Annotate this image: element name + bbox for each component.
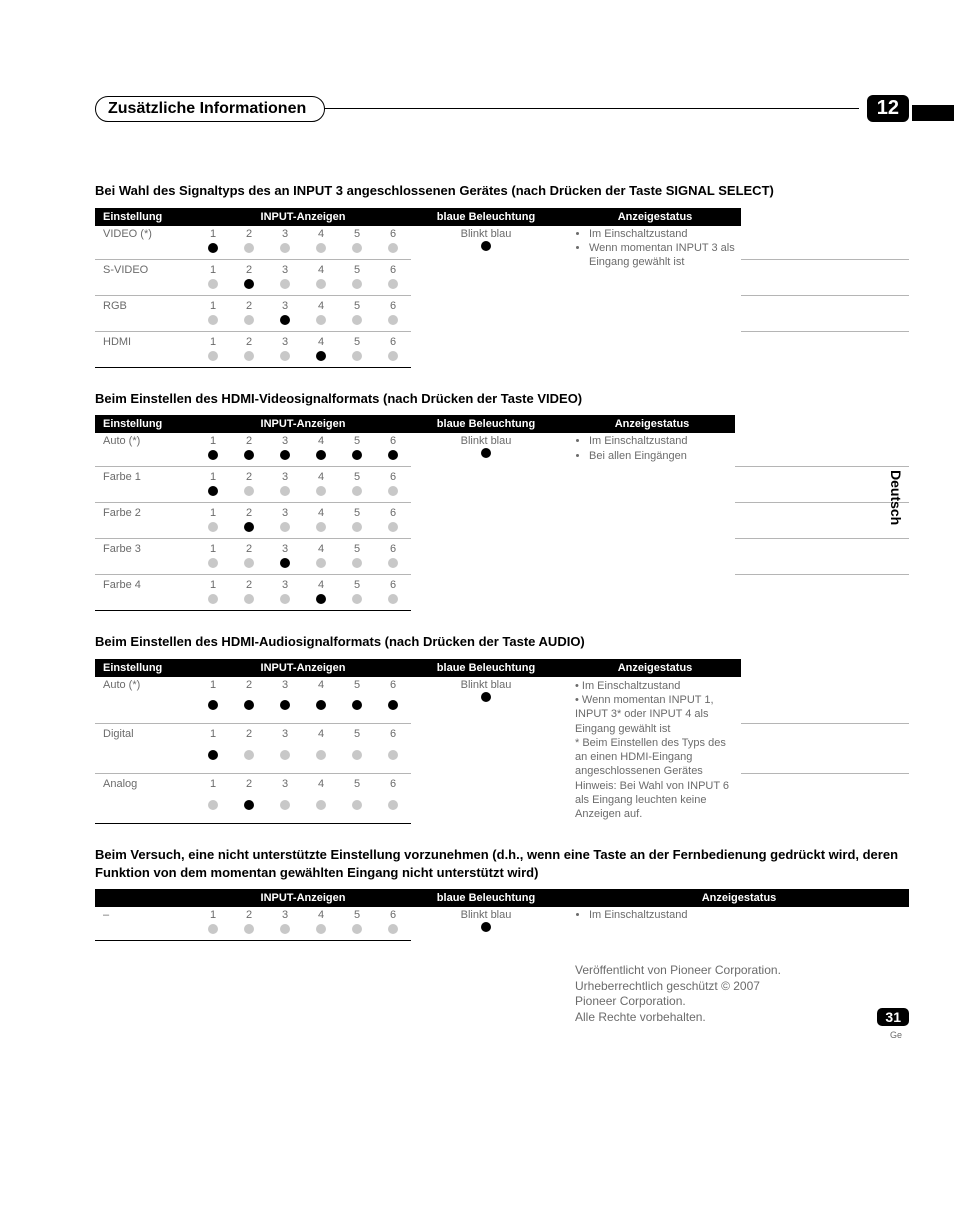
section4-heading: Beim Versuch, eine nicht unterstützte Ei… — [95, 846, 909, 881]
title-rule — [317, 108, 859, 110]
page-content: Zusätzliche Informationen 12 Bei Wahl de… — [0, 0, 954, 1066]
section1-heading: Bei Wahl des Signaltyps des an INPUT 3 a… — [95, 182, 909, 200]
language-side-label: Deutsch — [888, 470, 904, 525]
section3-table: Einstellung INPUT-Anzeigen blaue Beleuch… — [95, 659, 909, 824]
section2-heading: Beim Einstellen des HDMI-Videosignalform… — [95, 390, 909, 408]
chapter-header: Zusätzliche Informationen 12 — [95, 95, 909, 122]
section4-table: INPUT-Anzeigen blaue Beleuchtung Anzeige… — [95, 889, 909, 941]
page-lang: Ge — [890, 1030, 902, 1040]
chapter-number: 12 — [867, 95, 909, 122]
chapter-title: Zusätzliche Informationen — [95, 96, 325, 122]
section1-table: Einstellung INPUT-Anzeigen blaue Beleuch… — [95, 208, 909, 368]
section2-table: Einstellung INPUT-Anzeigen blaue Beleuch… — [95, 415, 909, 611]
copyright-block: Veröffentlicht von Pioneer Corporation.U… — [575, 963, 909, 1025]
page-number: 31 — [877, 1008, 909, 1026]
section3-heading: Beim Einstellen des HDMI-Audiosignalform… — [95, 633, 909, 651]
